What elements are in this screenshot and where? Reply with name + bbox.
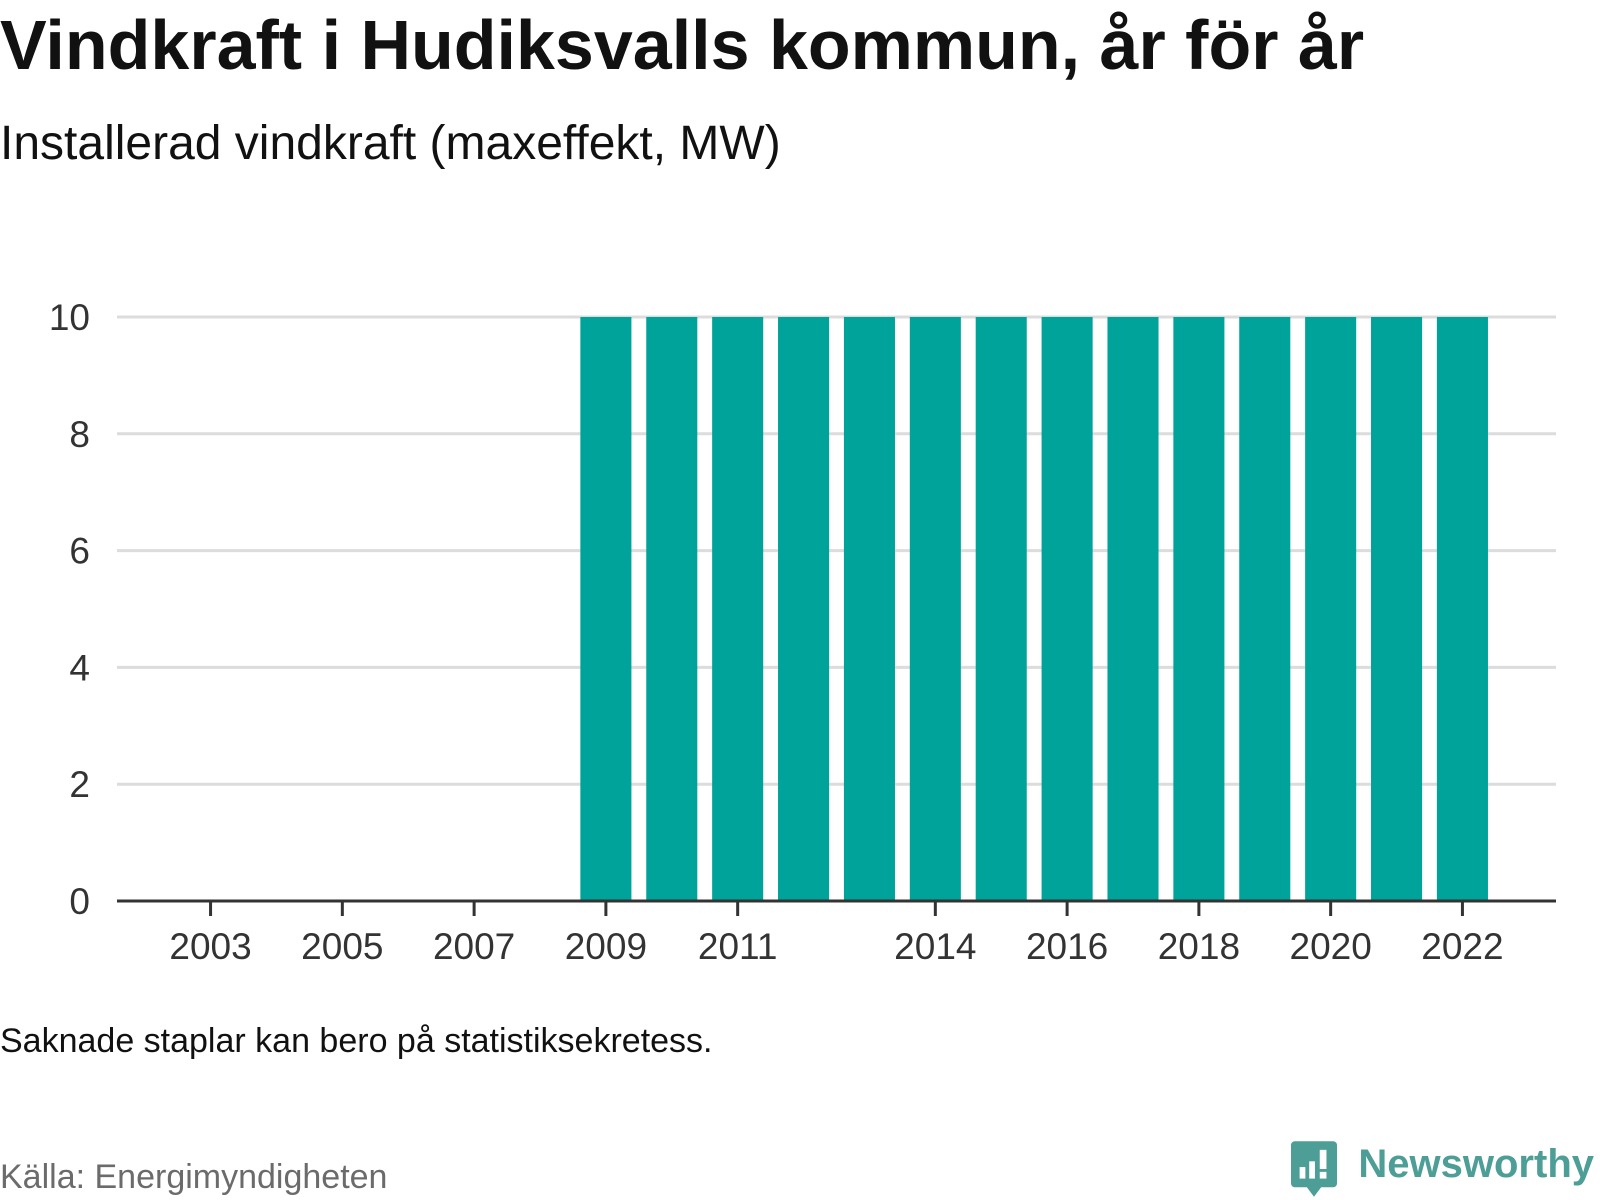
- chart-subtitle: Installerad vindkraft (maxeffekt, MW): [0, 117, 781, 170]
- bar-2017: [1107, 317, 1159, 901]
- bar-2016: [1041, 317, 1093, 901]
- y-axis: 0 2 4 6 8 10: [49, 297, 90, 922]
- y-tick-label-6: 6: [69, 531, 90, 572]
- x-tick-label-2016: 2016: [1026, 926, 1108, 967]
- x-axis: 2003 2005 2007 2009 2011 2014 2016 2018 2020 2022: [117, 899, 1556, 967]
- x-tick-label-2022: 2022: [1421, 926, 1503, 967]
- bar-2020: [1305, 317, 1357, 901]
- x-tick-label-2020: 2020: [1290, 926, 1372, 967]
- x-tick-label-2005: 2005: [301, 926, 383, 967]
- bars: [580, 317, 1488, 901]
- x-tick-label-2011: 2011: [698, 926, 778, 967]
- y-tick-label-8: 8: [69, 414, 90, 455]
- bar-2022: [1436, 317, 1488, 901]
- source-credit: Källa: Energimyndigheten: [0, 1158, 388, 1196]
- y-tick-label-10: 10: [49, 297, 90, 338]
- bar-2013: [843, 317, 895, 901]
- bar-2011: [712, 317, 764, 901]
- bar-2009: [580, 317, 632, 901]
- bar-2021: [1371, 317, 1423, 901]
- chart-title: Vindkraft i Hudiksvalls kommun, år för å…: [0, 6, 1365, 84]
- bar-2018: [1173, 317, 1225, 901]
- bar-2014: [909, 317, 961, 901]
- logo-bar-medium: [1309, 1161, 1315, 1179]
- x-tick-label-2003: 2003: [169, 926, 251, 967]
- y-tick-label-4: 4: [69, 647, 90, 688]
- bar-2012: [778, 317, 830, 901]
- logo-exclamation-dot: [1319, 1171, 1327, 1179]
- x-tick-label-2009: 2009: [565, 926, 647, 967]
- x-tick-label-2014: 2014: [894, 926, 976, 967]
- bar-2019: [1239, 317, 1291, 901]
- logo-bar-small: [1299, 1167, 1306, 1179]
- newsworthy-logo-icon: [1291, 1141, 1337, 1197]
- bar-2010: [646, 317, 698, 901]
- y-tick-label-0: 0: [69, 881, 90, 922]
- brand-name: Newsworthy: [1358, 1142, 1594, 1186]
- bar-2015: [975, 317, 1027, 901]
- x-tick-label-2007: 2007: [433, 926, 515, 967]
- logo-exclamation-stem: [1319, 1149, 1327, 1169]
- x-tick-label-2018: 2018: [1158, 926, 1240, 967]
- footnote: Saknade staplar kan bero på statistiksek…: [0, 1022, 713, 1060]
- logo-bubble-tail: [1305, 1185, 1323, 1197]
- y-tick-label-2: 2: [69, 764, 90, 805]
